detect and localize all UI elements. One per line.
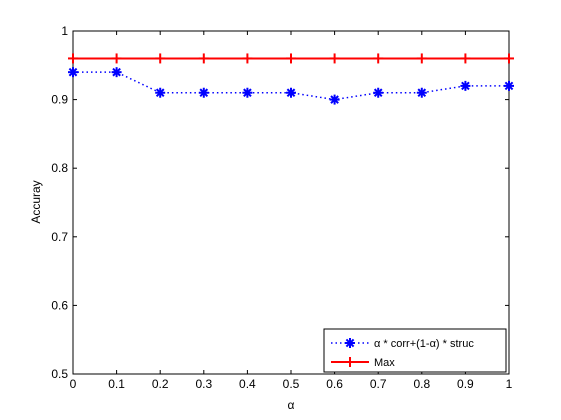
legend-marker	[345, 338, 355, 348]
legend-box	[323, 328, 507, 373]
legend: α * corr+(1-α) * struc Max	[323, 328, 507, 373]
data-point-series-1	[111, 67, 122, 78]
y-axis-label: Accuray	[29, 180, 43, 223]
data-point-series-2	[155, 53, 166, 64]
data-point-series-2	[242, 53, 253, 64]
series-line-1	[73, 71, 509, 101]
data-point-series-1	[155, 87, 166, 98]
data-point-series-1	[504, 80, 514, 91]
series-layer	[68, 53, 514, 105]
data-point-series-2	[286, 53, 296, 64]
data-point-series-2	[504, 53, 514, 64]
x-tick-label: 0.2	[152, 377, 169, 391]
y-tick-label: 0.5	[51, 367, 68, 381]
data-point-series-1	[286, 87, 296, 98]
data-point-series-2	[111, 53, 122, 64]
y-tick-label: 1	[61, 24, 68, 38]
data-point-series-1	[242, 87, 253, 98]
data-point-series-1	[373, 87, 384, 98]
x-tick-label: 0.7	[370, 377, 387, 391]
y-tick-label: 0.9	[51, 93, 68, 107]
data-point-series-2	[329, 53, 340, 64]
data-point-series-1	[68, 67, 78, 78]
legend-marker	[345, 357, 355, 367]
data-point-series-2	[68, 53, 78, 64]
data-point-series-1	[198, 87, 209, 98]
legend-symbol-series-1	[331, 338, 369, 348]
data-point-series-1	[460, 80, 471, 91]
x-tick-label: 1	[506, 377, 513, 391]
x-tick-label: 0.1	[108, 377, 125, 391]
x-tick-label: 0.4	[239, 377, 256, 391]
x-tick-label: 0	[70, 377, 77, 391]
data-point-series-2	[460, 53, 471, 64]
x-axis-label: α	[288, 398, 295, 412]
legend-label-series-1: α * corr+(1-α) * struc	[374, 338, 474, 350]
x-tick-label: 0.3	[195, 377, 212, 391]
data-point-series-2	[416, 53, 427, 64]
x-tick-label: 0.6	[326, 377, 343, 391]
data-point-series-1	[416, 87, 427, 98]
legend-symbol-series-2	[331, 357, 369, 367]
x-tick-label: 0.9	[457, 377, 474, 391]
legend-label-series-2: Max	[374, 357, 395, 369]
data-point-series-2	[373, 53, 384, 64]
axis-ticks: 0 0.1 0.2 0.3 0.4 0.5 0.6 0.7 0.8 0.9 1 0.5 0.6 0.7 0.…	[51, 24, 512, 391]
x-tick-label: 0.8	[413, 377, 430, 391]
y-tick-label: 0.8	[51, 161, 68, 175]
y-tick-label: 0.6	[51, 298, 68, 312]
x-tick-label: 0.5	[283, 377, 300, 391]
data-point-series-1	[329, 94, 340, 105]
y-tick-label: 0.7	[51, 230, 68, 244]
data-point-series-2	[198, 53, 209, 64]
